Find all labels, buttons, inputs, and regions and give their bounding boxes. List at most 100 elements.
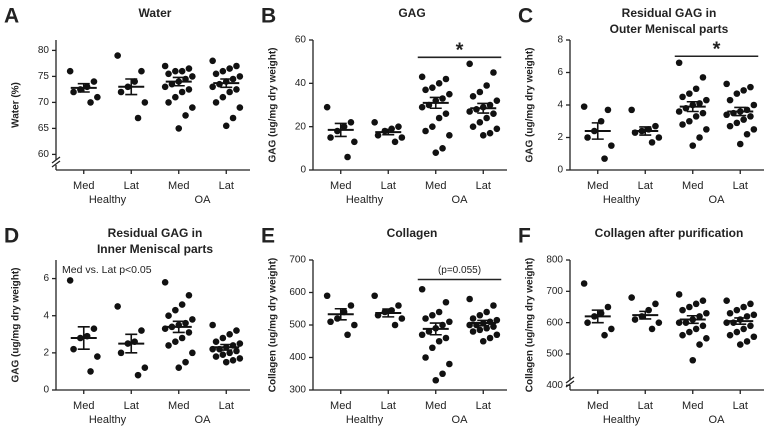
data-point [395, 123, 402, 130]
data-point [631, 316, 639, 323]
data-point [233, 86, 240, 93]
data-point [347, 302, 355, 309]
axis-break [565, 376, 575, 384]
data-point [134, 371, 142, 379]
data-point [212, 70, 220, 78]
y-tick-label: 60 [295, 35, 307, 46]
data-point [740, 325, 747, 333]
data-point [429, 311, 436, 319]
data-point [216, 80, 223, 88]
data-point [490, 110, 497, 117]
data-point [479, 337, 487, 345]
data-point [442, 110, 450, 117]
panel-letter: B [261, 5, 276, 28]
data-point [490, 323, 497, 330]
y-tick-label: 400 [546, 380, 563, 391]
data-point [604, 106, 612, 114]
data-point [226, 88, 233, 96]
data-point [628, 106, 635, 114]
data-point [229, 114, 237, 122]
data-point [442, 334, 450, 342]
panel-letter: F [518, 225, 531, 248]
data-point [94, 353, 101, 360]
data-point [87, 99, 94, 106]
data-point [652, 300, 659, 308]
data-point [466, 60, 473, 68]
data-point [334, 127, 341, 135]
data-point [682, 319, 690, 326]
sem-bar [220, 78, 233, 89]
data-point [233, 62, 240, 70]
data-point [628, 294, 635, 301]
data-point [493, 316, 501, 324]
data-point [652, 122, 659, 130]
data-point [675, 59, 683, 67]
data-point [580, 103, 588, 110]
data-point [601, 331, 608, 339]
y-axis-label: Collagen (ug/mg dry weight) [525, 258, 536, 392]
x-tick-label: Lat [638, 400, 653, 412]
y-axis-label: GAG (ug/mg dry weight) [11, 268, 22, 383]
data-point [483, 114, 490, 122]
data-point [432, 149, 440, 156]
data-point [476, 311, 484, 319]
panel: B GAG GAG (ug/mg dry weight) 0 20 40 60 Med Lat M… [261, 5, 507, 206]
data-point [422, 354, 429, 361]
y-tick-label: 60 [38, 149, 50, 160]
data-point [66, 277, 74, 284]
data-point [747, 322, 754, 330]
data-point [222, 358, 230, 366]
data-point [703, 96, 710, 104]
data-point [686, 303, 693, 311]
x-tick-label: Med [73, 180, 94, 192]
data-point [222, 122, 230, 130]
x-tick-label: Med [330, 400, 351, 412]
data-point [645, 306, 652, 314]
data-point [175, 125, 183, 132]
data-point [733, 328, 741, 336]
group-label: Healthy [89, 414, 127, 426]
data-point [692, 325, 700, 333]
sem-bar [477, 102, 490, 114]
sem-bar [172, 320, 185, 334]
data-point [398, 315, 406, 322]
data-point [679, 93, 686, 101]
data-point [114, 303, 121, 310]
data-point [733, 306, 741, 314]
data-point [209, 321, 216, 329]
data-point [209, 57, 216, 65]
x-tick-label: Lat [638, 180, 653, 192]
sem-bar [686, 100, 699, 113]
data-point [398, 134, 406, 141]
sem-bar [334, 122, 347, 138]
data-point [601, 155, 608, 162]
group-label: OA [452, 414, 469, 426]
data-point [435, 80, 443, 87]
data-point [178, 88, 186, 96]
data-point [466, 108, 473, 115]
panel-title: Water [139, 6, 172, 20]
x-tick-label: Med [425, 400, 446, 412]
data-point [483, 324, 490, 332]
data-point [723, 80, 730, 88]
data-point [219, 334, 227, 342]
sem-bar [220, 343, 233, 351]
sem-bar [172, 76, 185, 87]
data-point [236, 104, 244, 111]
sem-bar [429, 322, 442, 336]
data-point [686, 90, 693, 97]
y-tick-label: 2 [557, 132, 563, 143]
data-point [483, 82, 490, 89]
data-point [648, 325, 656, 333]
group-label: OA [709, 194, 726, 206]
y-tick-label: 600 [289, 287, 306, 298]
sem-bar [77, 326, 90, 350]
panel-letter: D [4, 225, 19, 248]
data-point [182, 112, 189, 119]
data-point [699, 322, 707, 330]
data-point [165, 342, 172, 349]
data-point [743, 338, 751, 345]
data-point [236, 340, 244, 347]
data-point [604, 303, 612, 311]
panel: A Water Water (%) 60 65 70 75 80 Med Lat Med Lat Hea… [4, 5, 250, 206]
